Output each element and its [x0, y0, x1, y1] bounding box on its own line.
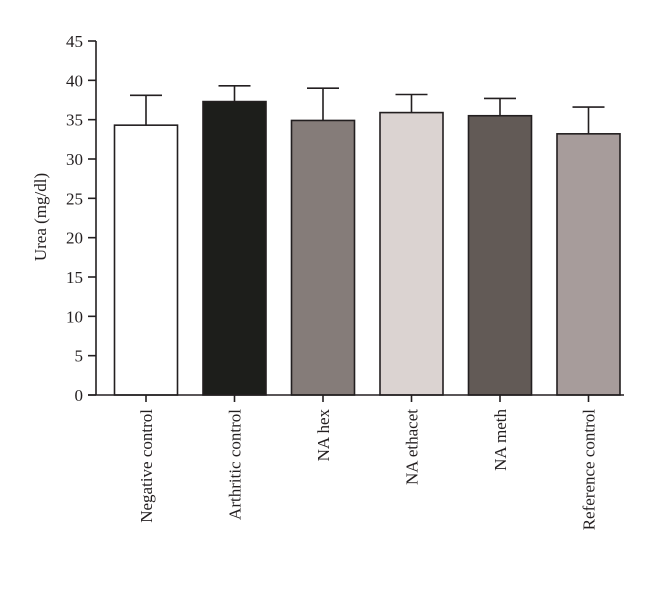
- x-tick-label-0: Negative control: [137, 409, 156, 523]
- x-tick-label-5: Reference control: [580, 409, 599, 531]
- error-bar-1: [218, 85, 251, 102]
- error-bar-4: [484, 97, 516, 116]
- y-axis-title: Urea (mg/dl): [31, 173, 50, 261]
- bar-3: [379, 111, 444, 396]
- y-tick-label-3: 15: [66, 268, 83, 287]
- x-labels-layer: Negative control Arthritic control NA hex N…: [137, 395, 599, 530]
- y-ticks-layer: 0 5 10 15 20 25 30 35 40 45: [66, 32, 96, 405]
- error-bar-0: [130, 94, 162, 126]
- y-tick-label-7: 35: [66, 111, 83, 130]
- x-tick-label-4: NA meth: [491, 409, 510, 471]
- bar-5: [556, 133, 621, 396]
- error-bar-2: [307, 87, 339, 121]
- error-bars-layer: [130, 85, 605, 134]
- x-tick-label-2: NA hex: [314, 409, 333, 462]
- x-tick-label-3: NA ethacet: [403, 409, 422, 485]
- y-tick-label-5: 25: [66, 189, 83, 208]
- y-tick-label-2: 10: [66, 307, 83, 326]
- error-bar-5: [572, 106, 605, 134]
- bar-4: [467, 114, 533, 396]
- y-tick-label-9: 45: [66, 32, 83, 51]
- bars-layer: [113, 100, 621, 396]
- bar-1: [202, 100, 267, 396]
- y-tick-label-6: 30: [66, 150, 83, 169]
- y-tick-label-1: 5: [75, 347, 84, 366]
- y-tick-label-8: 40: [66, 71, 83, 90]
- x-tick-label-1: Arthritic control: [226, 409, 245, 520]
- error-bar-3: [395, 93, 428, 113]
- y-tick-label-4: 20: [66, 229, 83, 248]
- bar-0: [113, 124, 179, 396]
- bar-2: [290, 119, 356, 396]
- y-tick-label-0: 0: [75, 386, 84, 405]
- axes-layer: [88, 41, 624, 396]
